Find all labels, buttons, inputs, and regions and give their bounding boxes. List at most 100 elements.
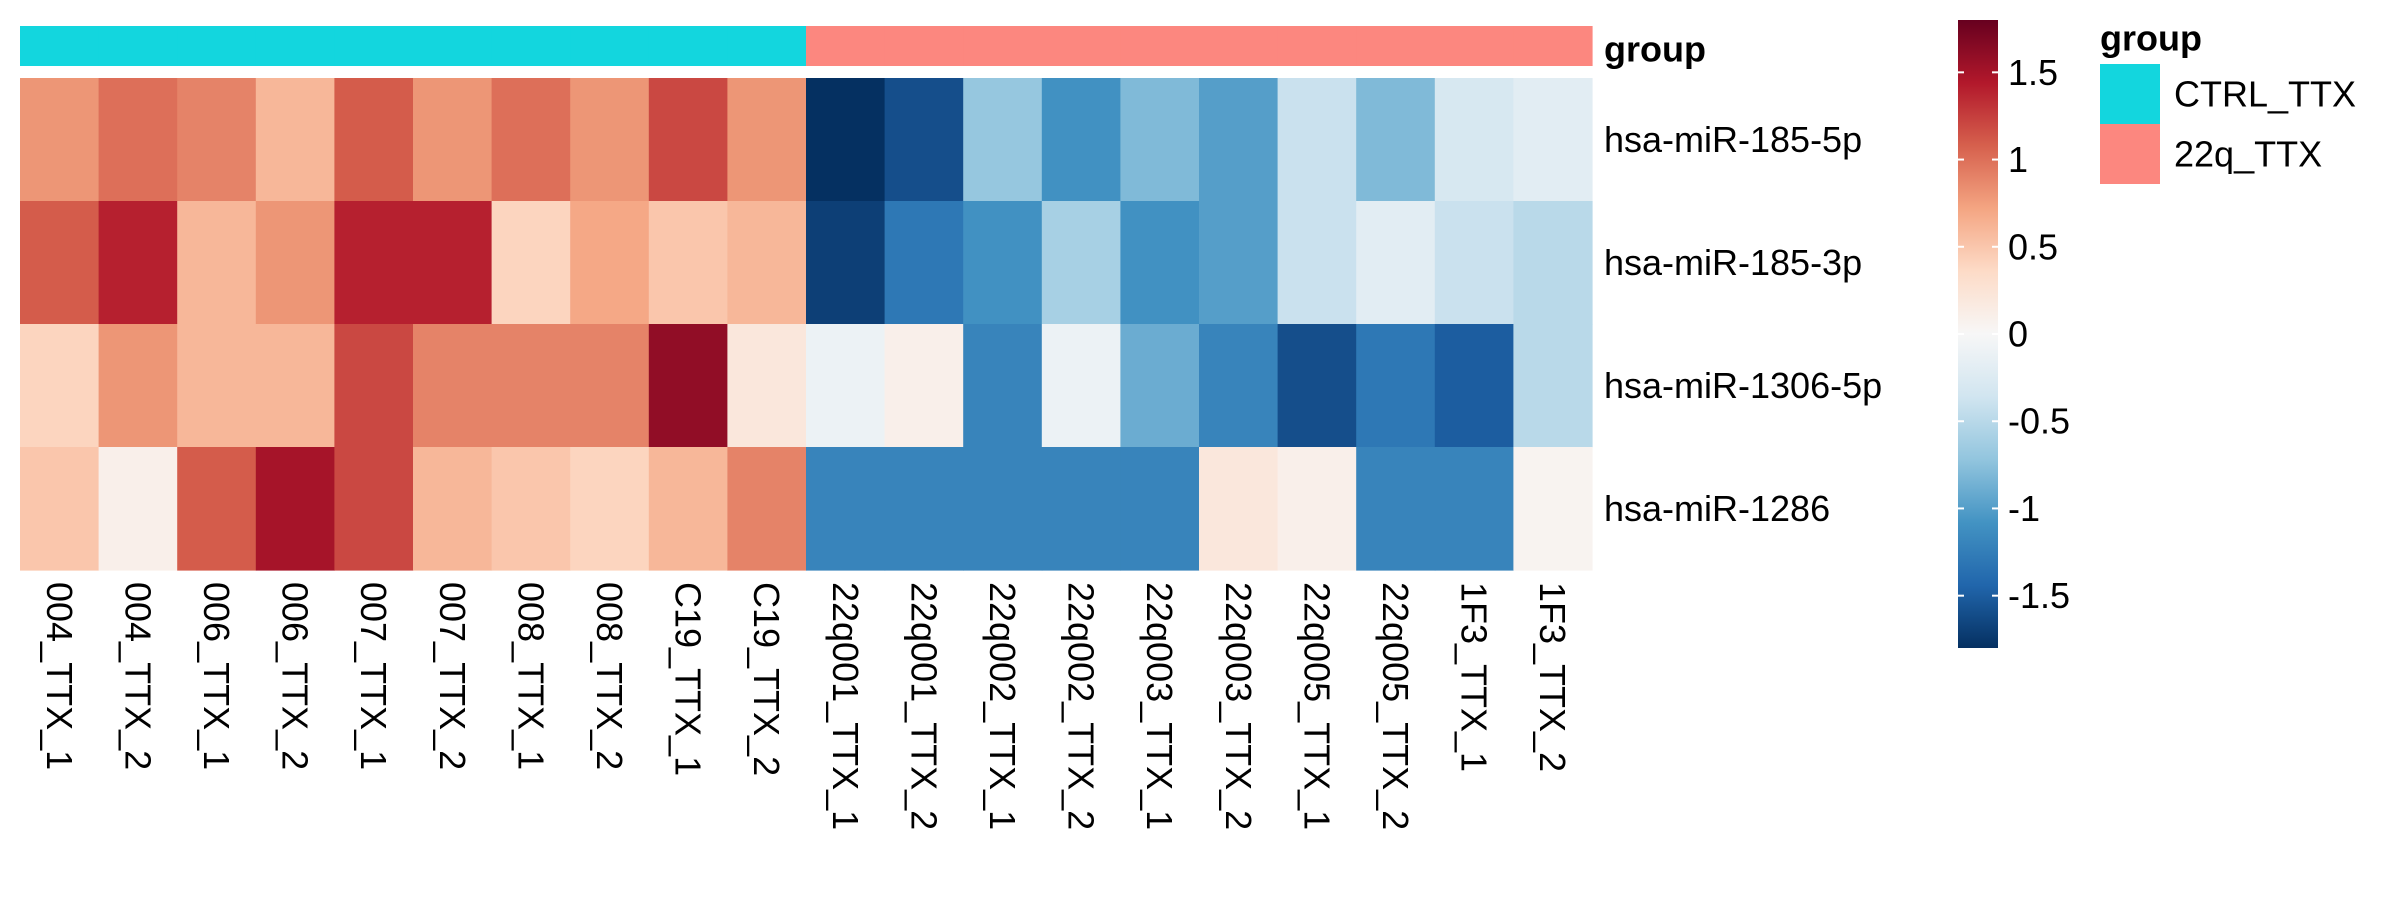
heatmap-cell	[1356, 324, 1436, 448]
colorbar-tick-label: 0	[2008, 314, 2028, 355]
heatmap-cell	[177, 78, 257, 202]
annotation-cell	[20, 26, 100, 66]
heatmap-cell	[806, 78, 886, 202]
heatmap-cell	[570, 324, 650, 448]
annotation-title: group	[1604, 29, 1706, 70]
heatmap-cell	[98, 447, 178, 571]
heatmap-cell	[648, 447, 728, 571]
heatmap-cell	[1434, 78, 1514, 202]
heatmap-cell	[884, 78, 964, 202]
annotation-cell	[1041, 26, 1121, 66]
heatmap-cell	[255, 201, 335, 325]
heatmap-cell	[255, 78, 335, 202]
heatmap-cell	[177, 324, 257, 448]
group-legend-title: group	[2100, 18, 2202, 59]
row-label: hsa-miR-1286	[1604, 488, 1830, 529]
heatmap-cell	[98, 324, 178, 448]
heatmap-cell	[413, 447, 493, 571]
colorbar-tick-label: 0.5	[2008, 226, 2058, 267]
colorbar	[1958, 20, 1998, 648]
column-label: 1F3_TTX_2	[1532, 582, 1573, 772]
row-label: hsa-miR-185-5p	[1604, 119, 1862, 160]
heatmap-cell	[1434, 447, 1514, 571]
annotation-cell	[963, 26, 1043, 66]
heatmap-cell	[413, 78, 493, 202]
heatmap-cell	[1434, 324, 1514, 448]
annotation-cell	[727, 26, 807, 66]
heatmap-cell	[20, 201, 100, 325]
heatmap-cell	[884, 201, 964, 325]
colorbar-tick-label: 1.5	[2008, 52, 2058, 93]
heatmap-cell	[334, 78, 414, 202]
heatmap-cell	[806, 447, 886, 571]
heatmap-cell	[334, 447, 414, 571]
group-legend: group CTRL_TTX 22q_TTX	[2100, 18, 2356, 184]
heatmap-cell	[648, 324, 728, 448]
heatmap-cell	[884, 447, 964, 571]
heatmap-cell	[334, 324, 414, 448]
annotation-cell	[1356, 26, 1436, 66]
heatmap-cell	[806, 201, 886, 325]
annotation-cell	[177, 26, 257, 66]
heatmap-cell	[1434, 201, 1514, 325]
column-label: C19_TTX_2	[746, 582, 787, 776]
heatmap-cell	[1041, 78, 1121, 202]
heatmap-cell	[1356, 201, 1436, 325]
heatmap-cell	[1120, 324, 1200, 448]
colorbar-tick-label: 1	[2008, 139, 2028, 180]
annotation-cell	[806, 26, 886, 66]
column-label: 008_TTX_2	[589, 582, 630, 770]
colorbar-tick-label: -1	[2008, 488, 2040, 529]
heatmap-cell	[963, 78, 1043, 202]
group-legend-label: 22q_TTX	[2174, 134, 2322, 175]
column-label: 006_TTX_2	[275, 582, 316, 770]
heatmap-cell	[1277, 201, 1357, 325]
group-legend-swatch	[2100, 64, 2160, 124]
heatmap-cells	[20, 78, 1593, 571]
column-label: 004_TTX_1	[39, 582, 80, 770]
heatmap-cell	[727, 78, 807, 202]
heatmap-cell	[98, 78, 178, 202]
heatmap-cell	[1199, 78, 1279, 202]
annotation-cell	[491, 26, 571, 66]
heatmap-cell	[963, 324, 1043, 448]
heatmap-cell	[1277, 447, 1357, 571]
column-label: 1F3_TTX_1	[1454, 582, 1495, 772]
heatmap-cell	[491, 447, 571, 571]
column-label: 008_TTX_1	[510, 582, 551, 770]
column-label: 007_TTX_1	[353, 582, 394, 770]
column-label: 004_TTX_2	[117, 582, 158, 770]
heatmap-cell	[98, 201, 178, 325]
annotation-cell	[334, 26, 414, 66]
heatmap-cell	[1120, 78, 1200, 202]
column-label: 22q001_TTX_2	[903, 582, 944, 830]
row-label: hsa-miR-185-3p	[1604, 242, 1862, 283]
heatmap-cell	[255, 324, 335, 448]
column-label: 22q002_TTX_2	[1061, 582, 1102, 830]
heatmap-cell	[1356, 78, 1436, 202]
heatmap-cell	[1199, 447, 1279, 571]
colorbar-tick-label: -0.5	[2008, 401, 2070, 442]
annotation-cell	[1434, 26, 1514, 66]
heatmap-cell	[1513, 201, 1593, 325]
column-label: 22q001_TTX_1	[825, 582, 866, 830]
heatmap-cell	[727, 324, 807, 448]
heatmap-cell	[1356, 447, 1436, 571]
heatmap-cell	[884, 324, 964, 448]
heatmap-cell	[413, 324, 493, 448]
color-scale-legend: 1.5 1 0.5 0 -0.5 -1 -1.5	[1958, 20, 2070, 648]
column-label: 22q003_TTX_1	[1139, 582, 1180, 830]
heatmap-cell	[1277, 78, 1357, 202]
heatmap-cell	[20, 78, 100, 202]
heatmap-cell	[648, 201, 728, 325]
heatmap-cell	[1513, 78, 1593, 202]
heatmap-cell	[1513, 447, 1593, 571]
column-label: C19_TTX_1	[668, 582, 709, 776]
heatmap-cell	[177, 447, 257, 571]
heatmap-cell	[963, 201, 1043, 325]
annotation-cell	[1513, 26, 1593, 66]
heatmap-cell	[570, 78, 650, 202]
column-label: 007_TTX_2	[432, 582, 473, 770]
heatmap-cell	[648, 78, 728, 202]
